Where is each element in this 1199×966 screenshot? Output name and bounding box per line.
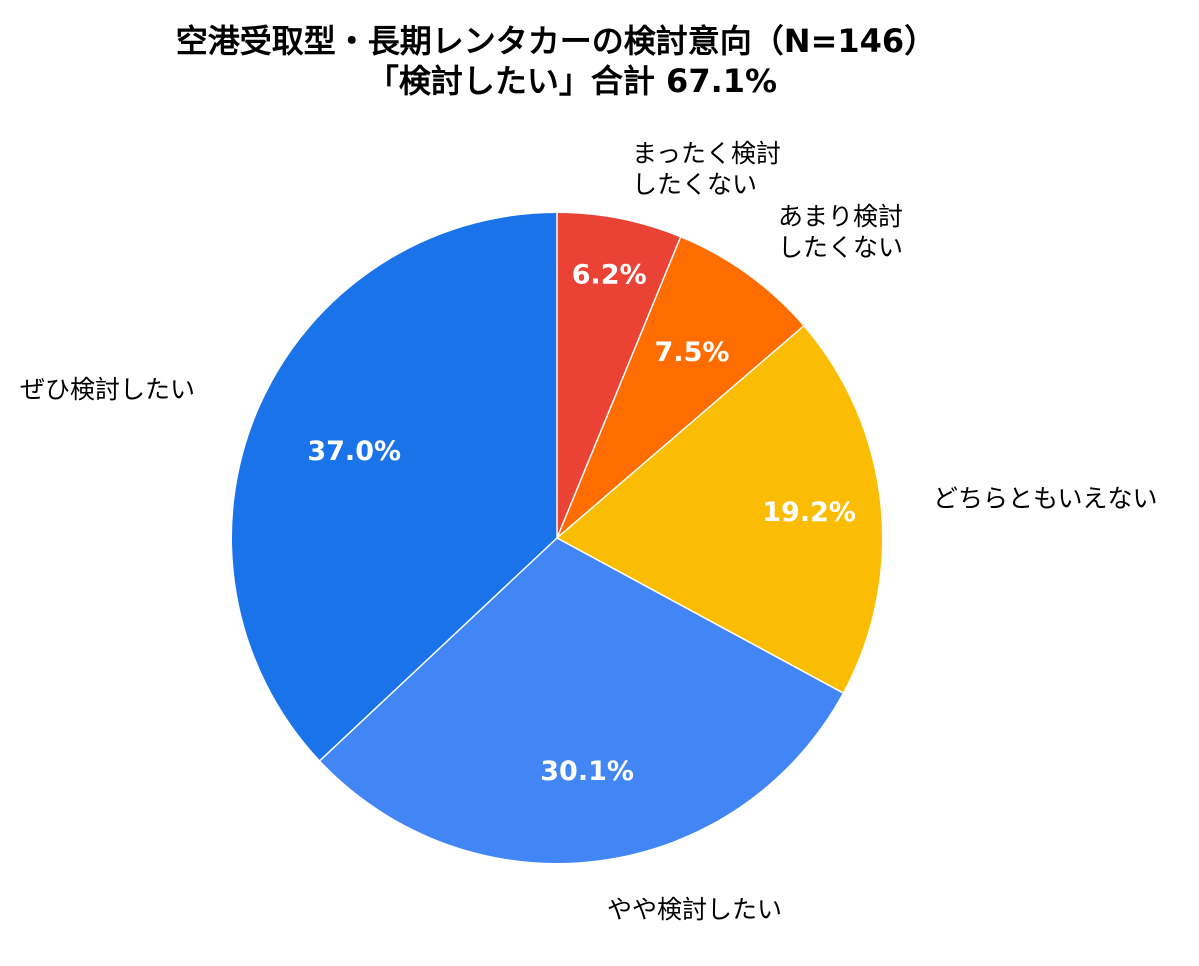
chart-title: 空港受取型・長期レンタカーの検討意向（N=146） [176, 22, 936, 60]
slice-separator [556, 237, 682, 539]
slice-value-label: 7.5% [655, 337, 730, 368]
slice-separator [319, 537, 558, 762]
percentage-labels: 6.2% 7.5% 19.2% 30.1% 37.0% [307, 259, 856, 787]
slice-value-label: 19.2% [762, 497, 856, 528]
pie-slice [320, 538, 843, 864]
slice-category-label: ぜひ検討したい [20, 375, 195, 404]
slice-separator [556, 537, 844, 694]
slice-category-label: どちらともいえない [933, 484, 1158, 513]
pie-slice [557, 326, 883, 693]
slice-value-label: 6.2% [572, 259, 647, 290]
chart-subtitle: 「検討したい」合計 67.1% [367, 62, 777, 100]
slice-value-label: 37.0% [307, 436, 401, 467]
slice-value-label: 30.1% [540, 756, 634, 787]
pie-slice [557, 213, 681, 538]
slice-category-label: まったく検討したくない [632, 139, 781, 199]
slice-category-label: あまり検討したくない [778, 202, 903, 262]
slice-category-label: やや検討したい [607, 895, 782, 924]
slice-separator [556, 325, 804, 539]
pie-slice [232, 213, 557, 761]
pie-slices [232, 213, 883, 864]
pie-slice [557, 237, 804, 538]
